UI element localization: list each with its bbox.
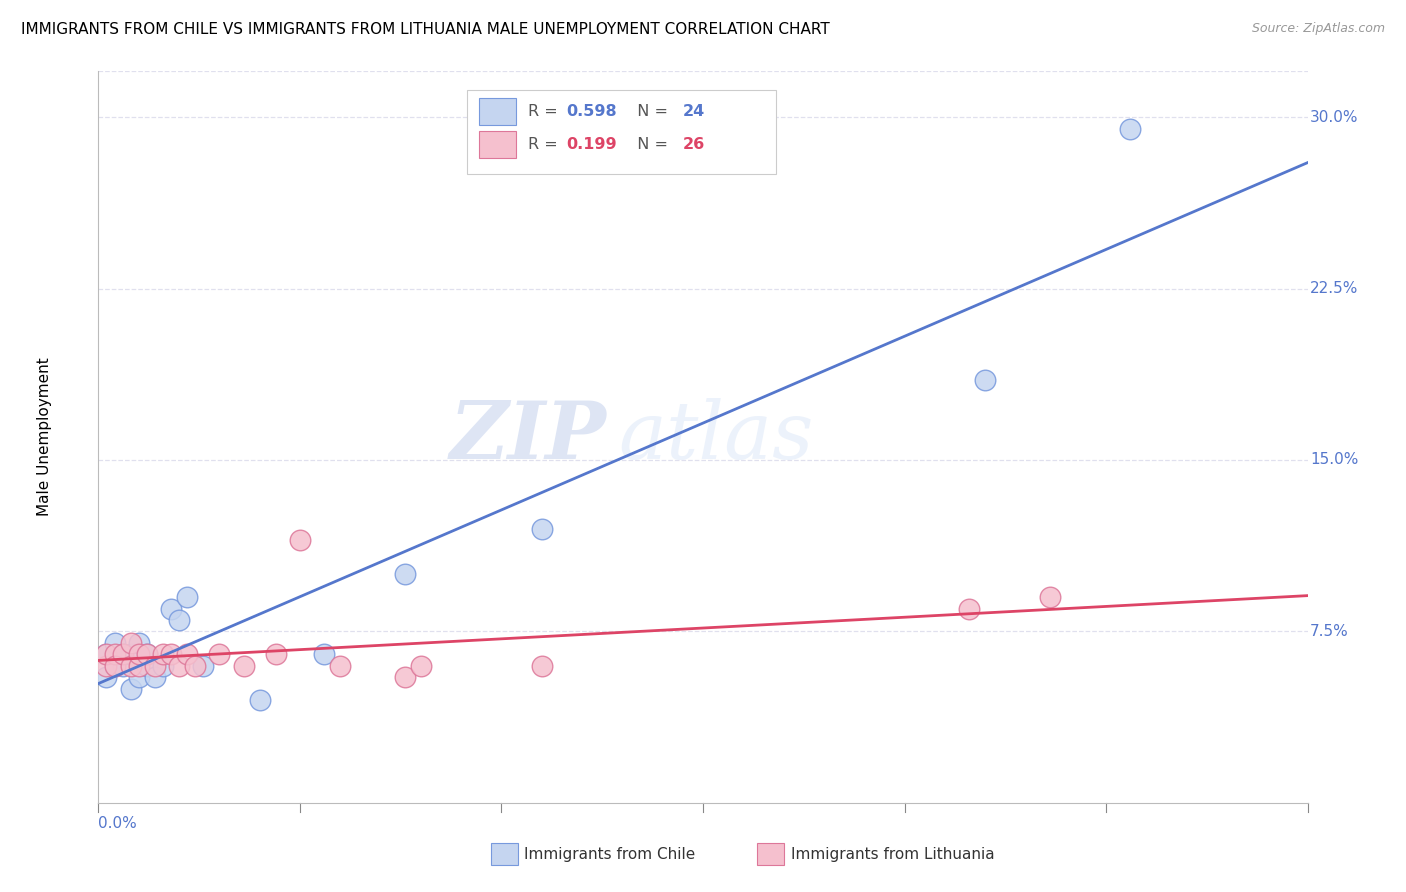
Point (103, 636, 125, 650)
Point (96, 647, 118, 661)
Point (152, 647, 174, 661)
FancyBboxPatch shape (479, 130, 516, 159)
Text: 0.0%: 0.0% (98, 816, 138, 831)
Point (409, 658, 432, 673)
Point (96, 670, 118, 684)
Point (193, 658, 215, 673)
Point (160, 647, 183, 661)
Text: atlas: atlas (619, 399, 814, 475)
Text: Immigrants from Chile: Immigrants from Chile (524, 847, 696, 862)
FancyBboxPatch shape (479, 98, 516, 126)
Point (167, 613, 190, 627)
Text: Male Unemployment: Male Unemployment (37, 358, 52, 516)
Text: 30.0%: 30.0% (1310, 110, 1358, 125)
Text: 0.199: 0.199 (567, 137, 617, 152)
Point (176, 590, 198, 604)
Point (143, 658, 166, 673)
Point (314, 647, 336, 661)
Point (135, 647, 157, 661)
Point (96, 658, 118, 673)
Point (394, 670, 416, 684)
Point (184, 658, 207, 673)
Text: Immigrants from Lithuania: Immigrants from Lithuania (792, 847, 995, 862)
Point (208, 647, 231, 661)
Point (974, 373, 997, 387)
Point (111, 647, 134, 661)
Text: 22.5%: 22.5% (1310, 281, 1358, 296)
Point (957, 601, 980, 615)
Text: 24: 24 (682, 104, 704, 120)
Point (103, 647, 125, 661)
Text: R =: R = (527, 137, 562, 152)
Text: Source: ZipAtlas.com: Source: ZipAtlas.com (1251, 22, 1385, 36)
Text: 7.5%: 7.5% (1310, 624, 1348, 639)
Text: N =: N = (627, 137, 673, 152)
Point (530, 658, 553, 673)
Text: IMMIGRANTS FROM CHILE VS IMMIGRANTS FROM LITHUANIA MALE UNEMPLOYMENT CORRELATION: IMMIGRANTS FROM CHILE VS IMMIGRANTS FROM… (21, 22, 830, 37)
Point (103, 658, 125, 673)
Text: R =: R = (527, 104, 562, 120)
Point (394, 567, 416, 582)
Point (120, 647, 142, 661)
Point (128, 636, 150, 650)
Point (128, 647, 150, 661)
Point (264, 647, 287, 661)
Point (1119, 121, 1142, 136)
Point (1039, 590, 1062, 604)
Point (176, 647, 198, 661)
Point (111, 647, 134, 661)
Text: 15.0%: 15.0% (1310, 452, 1358, 467)
Point (249, 693, 271, 707)
Text: 0.598: 0.598 (567, 104, 617, 120)
Text: ZIP: ZIP (450, 399, 606, 475)
Point (120, 681, 142, 696)
Point (135, 647, 157, 661)
Point (329, 658, 352, 673)
Point (160, 601, 183, 615)
Point (530, 521, 553, 535)
FancyBboxPatch shape (758, 843, 785, 865)
Point (232, 658, 254, 673)
Point (120, 658, 142, 673)
Point (152, 658, 174, 673)
FancyBboxPatch shape (492, 843, 517, 865)
Point (143, 670, 166, 684)
Point (128, 658, 150, 673)
Point (96, 647, 118, 661)
Point (135, 658, 157, 673)
Point (111, 658, 134, 673)
Point (288, 533, 311, 547)
Point (120, 636, 142, 650)
FancyBboxPatch shape (467, 90, 776, 174)
Text: 26: 26 (682, 137, 704, 152)
Point (128, 670, 150, 684)
Point (167, 658, 190, 673)
Point (103, 658, 125, 673)
Text: N =: N = (627, 104, 673, 120)
